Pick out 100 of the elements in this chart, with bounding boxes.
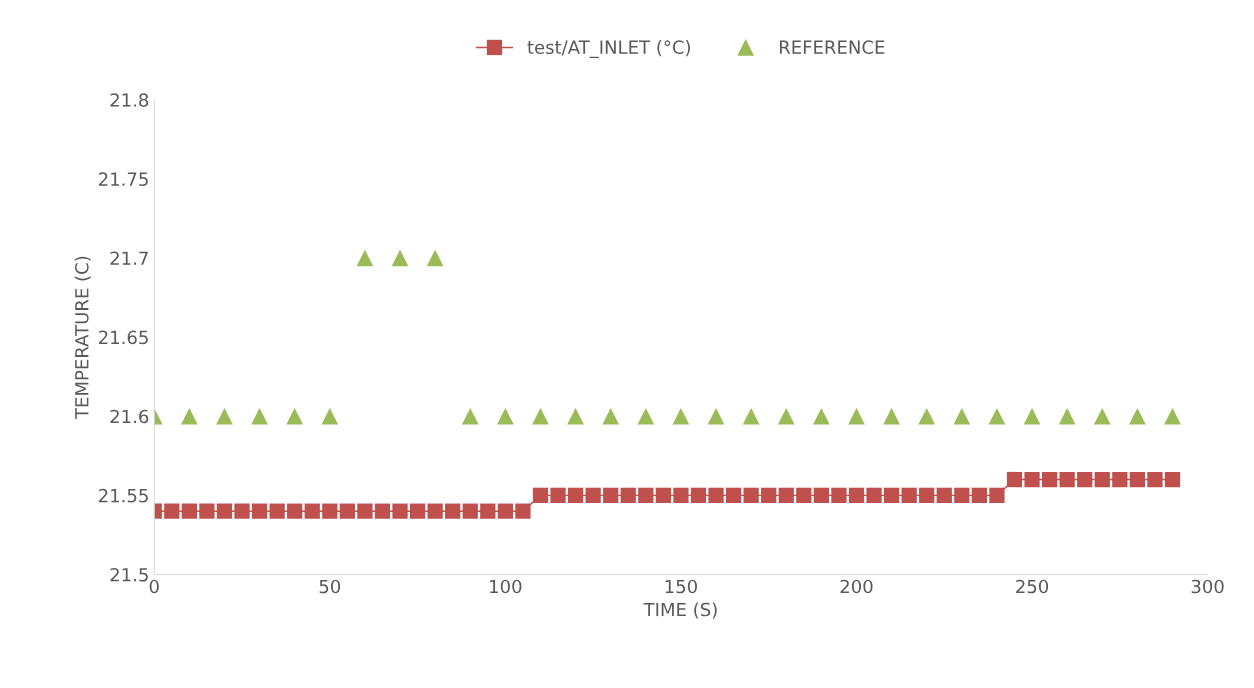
point	[953, 407, 971, 425]
x-axis-title: TIME (S)	[643, 602, 717, 619]
point	[199, 503, 215, 519]
point	[638, 487, 654, 503]
y-tick-label: 21.5	[110, 567, 148, 582]
point	[971, 487, 988, 503]
point	[813, 487, 830, 503]
point	[1112, 471, 1128, 488]
x-tick-label: 200	[840, 579, 873, 594]
y-tick-label: 21.75	[99, 172, 148, 186]
point	[304, 503, 320, 519]
point	[409, 503, 426, 519]
y-tick-label: 21.6	[110, 409, 149, 424]
point	[936, 487, 952, 503]
point	[901, 487, 917, 503]
point	[1093, 407, 1111, 425]
legend-label: test/AT_INLET (°C)	[527, 40, 690, 59]
point	[1023, 407, 1041, 425]
point	[480, 503, 496, 519]
point	[673, 487, 689, 503]
point	[322, 503, 338, 519]
point	[848, 487, 865, 503]
point	[1077, 471, 1093, 488]
point	[988, 407, 1006, 425]
point	[1129, 471, 1146, 488]
point	[708, 487, 724, 503]
point	[550, 487, 566, 503]
point	[497, 503, 513, 519]
point	[427, 503, 443, 519]
point	[777, 407, 795, 425]
point	[866, 487, 882, 503]
point	[532, 487, 549, 503]
point	[445, 503, 461, 519]
x-tick-label: 50	[319, 579, 341, 594]
point	[251, 407, 268, 425]
point	[216, 503, 233, 519]
point	[515, 503, 531, 519]
point	[164, 503, 180, 519]
point	[356, 249, 374, 267]
point	[603, 487, 619, 503]
point	[883, 487, 900, 503]
point	[690, 487, 707, 503]
x-tick-label: 0	[149, 579, 159, 594]
point	[742, 407, 760, 425]
point	[392, 503, 408, 519]
point	[286, 407, 304, 425]
point	[1129, 407, 1146, 425]
y-tick-label: 21.55	[99, 488, 148, 503]
y-tick-label: 21.8	[110, 93, 149, 107]
point	[883, 407, 900, 425]
point	[585, 487, 601, 503]
point	[602, 407, 620, 425]
x-tick-label: 250	[1016, 579, 1049, 594]
point	[461, 407, 479, 425]
point	[989, 487, 1005, 503]
point	[251, 503, 268, 519]
point	[321, 407, 339, 425]
point	[778, 487, 794, 503]
point	[637, 407, 655, 425]
point	[567, 407, 584, 425]
point	[672, 407, 690, 425]
y-tick-label: 21.65	[99, 330, 148, 345]
legend-label: REFERENCE	[779, 40, 885, 55]
point	[374, 503, 391, 519]
point	[918, 407, 936, 425]
point	[287, 503, 303, 519]
point	[1164, 471, 1181, 488]
point	[391, 249, 409, 267]
point	[1164, 407, 1181, 425]
point	[1006, 471, 1023, 488]
point	[813, 407, 830, 425]
point	[919, 487, 935, 503]
point	[796, 487, 812, 503]
point	[620, 487, 636, 503]
point	[1058, 407, 1076, 425]
point	[567, 487, 584, 503]
point	[1041, 471, 1058, 488]
point	[532, 407, 549, 425]
point	[1059, 471, 1075, 488]
point	[234, 503, 250, 519]
point	[462, 503, 478, 519]
x-tick-label: 300	[1191, 579, 1224, 594]
y-axis-title: TEMPERATURE (C)	[74, 256, 91, 420]
point	[339, 503, 355, 519]
point	[743, 487, 759, 503]
point	[848, 407, 865, 425]
point	[269, 503, 285, 519]
point	[181, 503, 197, 519]
point	[831, 487, 847, 503]
point	[761, 487, 777, 503]
point	[181, 407, 198, 425]
point	[1024, 471, 1040, 488]
point	[1094, 471, 1110, 488]
point	[426, 249, 444, 267]
point	[497, 407, 514, 425]
x-tick-label: 100	[490, 579, 522, 594]
point	[954, 487, 970, 503]
point	[357, 503, 373, 519]
point	[655, 487, 672, 503]
x-tick-label: 150	[665, 579, 697, 594]
